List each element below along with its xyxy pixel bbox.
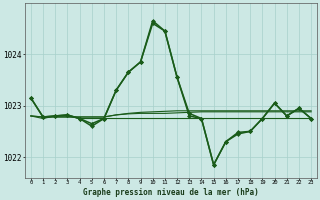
- X-axis label: Graphe pression niveau de la mer (hPa): Graphe pression niveau de la mer (hPa): [83, 188, 259, 197]
